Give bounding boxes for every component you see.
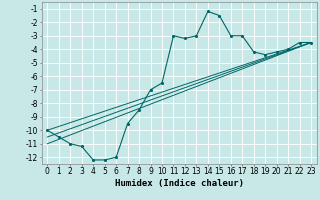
X-axis label: Humidex (Indice chaleur): Humidex (Indice chaleur) — [115, 179, 244, 188]
